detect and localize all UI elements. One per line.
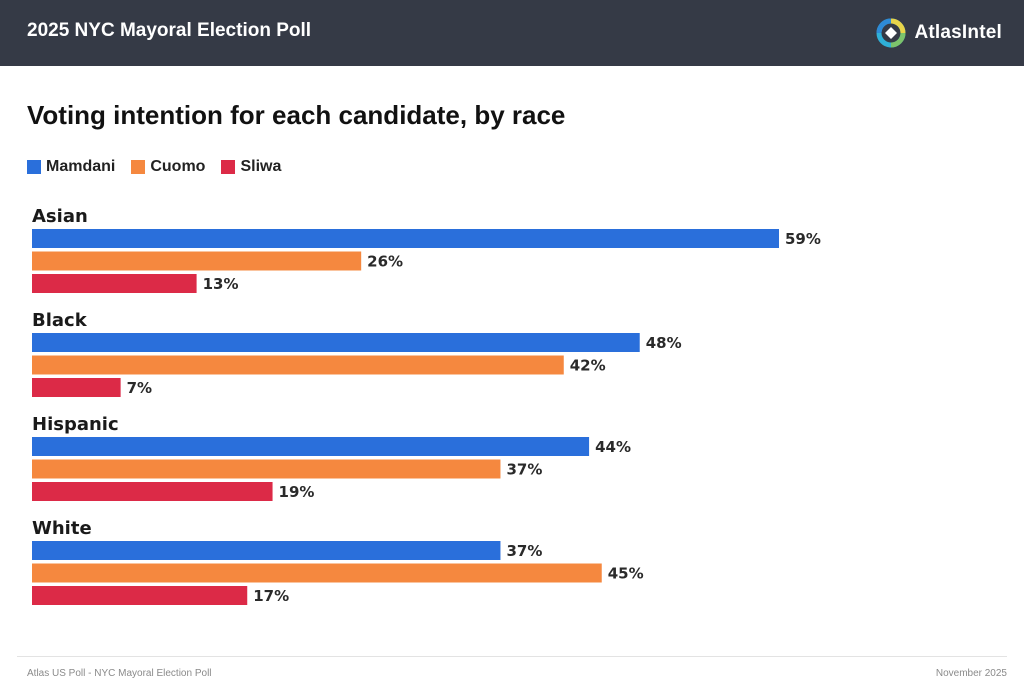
chart-legend: Mamdani Cuomo Sliwa	[27, 158, 297, 176]
legend-item-sliwa: Sliwa	[221, 158, 281, 176]
legend-label-cuomo: Cuomo	[150, 158, 206, 175]
legend-item-cuomo: Cuomo	[131, 158, 205, 176]
legend-swatch-mamdani	[27, 160, 41, 174]
brand-name: AtlasIntel	[914, 22, 1002, 43]
legend-swatch-sliwa	[221, 160, 236, 174]
legend-label-mamdani: Mamdani	[46, 158, 116, 175]
bar-black-sliwa	[32, 378, 121, 397]
bar-asian-mamdani	[32, 229, 779, 248]
header-title: 2025 NYC Mayoral Election Poll	[27, 20, 312, 41]
data-label-asian-mamdani: 59%	[785, 230, 821, 248]
footer-source: Atlas US Poll - NYC Mayoral Election Pol…	[27, 668, 212, 679]
data-label-black-mamdani: 48%	[646, 334, 682, 352]
bar-hispanic-sliwa	[32, 482, 273, 501]
header-bar: 2025 NYC Mayoral Election Poll AtlasInte…	[0, 0, 1024, 66]
bar-hispanic-mamdani	[32, 437, 590, 456]
legend-item-mamdani: Mamdani	[27, 158, 115, 176]
footer-divider	[17, 656, 1007, 657]
data-label-white-mamdani: 37%	[506, 542, 542, 560]
atlasintel-logo-icon	[876, 18, 906, 48]
bar-white-mamdani	[32, 541, 501, 560]
data-label-black-sliwa: 7%	[127, 379, 152, 397]
data-label-asian-cuomo: 26%	[367, 253, 403, 271]
chart-title: Voting intention for each candidate, by …	[27, 100, 566, 130]
bar-black-mamdani	[32, 333, 640, 352]
data-label-hispanic-mamdani: 44%	[595, 438, 631, 456]
bar-hispanic-cuomo	[32, 459, 501, 479]
data-label-white-sliwa: 17%	[253, 587, 289, 605]
data-label-black-cuomo: 42%	[570, 357, 606, 375]
legend-label-sliwa: Sliwa	[240, 158, 282, 175]
footer-date: November 2025	[935, 668, 1007, 679]
data-label-hispanic-sliwa: 19%	[279, 483, 315, 501]
legend-swatch-cuomo	[131, 160, 146, 174]
bar-white-sliwa	[32, 586, 248, 605]
data-label-asian-sliwa: 13%	[203, 275, 239, 293]
category-label-black: Black	[32, 310, 88, 331]
bar-asian-cuomo	[32, 251, 362, 271]
bar-white-cuomo	[32, 563, 602, 583]
category-label-asian: Asian	[32, 206, 88, 227]
bar-black-cuomo	[32, 355, 564, 375]
category-label-hispanic: Hispanic	[32, 414, 119, 435]
data-label-hispanic-cuomo: 37%	[506, 461, 542, 479]
bar-asian-sliwa	[32, 274, 197, 293]
category-label-white: White	[32, 518, 92, 539]
atlasintel-logo: AtlasIntel	[876, 17, 1002, 49]
bar-chart: Asian 59% 26% 13% Black 48% 42% 7% Hispanic 44% 37…	[32, 206, 821, 605]
data-label-white-cuomo: 45%	[608, 565, 644, 583]
